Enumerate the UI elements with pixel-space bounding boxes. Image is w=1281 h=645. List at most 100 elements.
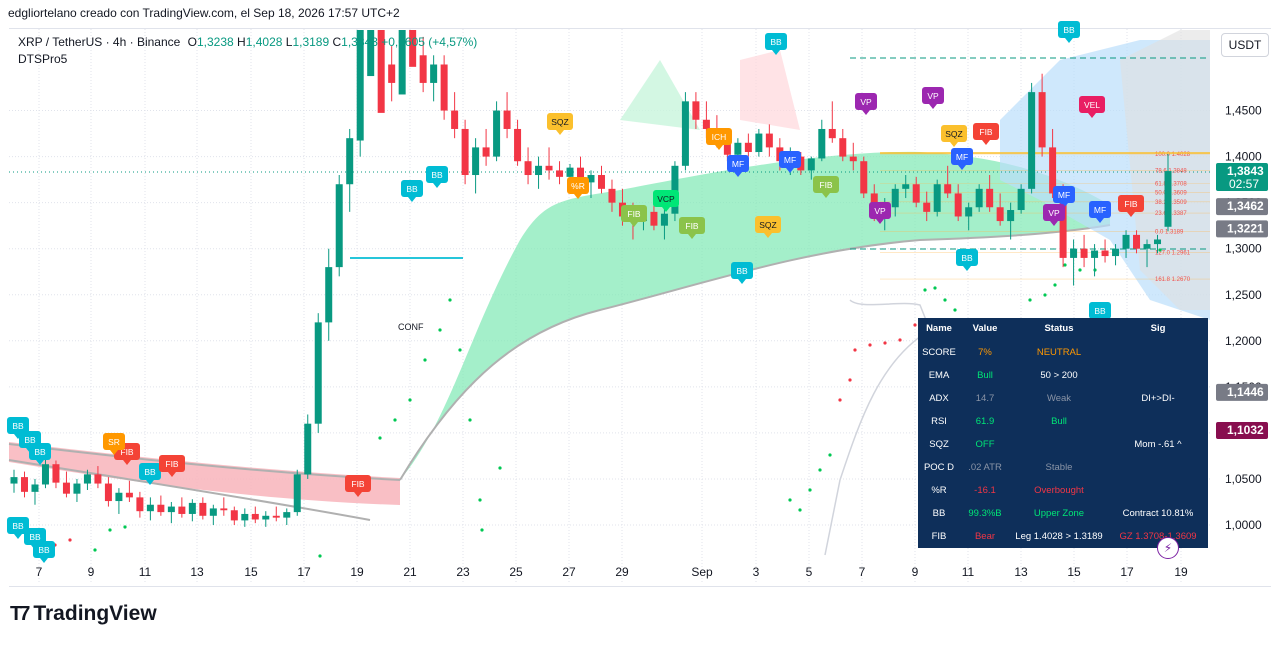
candle-body [178,506,186,514]
signal-marker: FIB [679,217,705,239]
psar-dot [448,298,452,302]
signal-marker: BB [29,443,51,465]
candle-body [965,207,973,217]
signal-marker: FIB [159,455,185,477]
signal-marker-pointer [862,110,870,115]
table-row: RSI 61.9 Bull [918,411,1208,433]
candle-body [996,207,1004,222]
x-tick-label: 29 [615,565,629,579]
psar-dot [883,341,887,345]
psar-dot [1053,283,1057,287]
x-tick-label: 3 [753,565,760,579]
candle-body [1059,193,1067,258]
chart-pane[interactable] [9,28,1271,587]
signal-marker: VCP [653,190,679,212]
signal-marker-box [941,125,967,142]
low-label: L [285,35,293,49]
candle-body [251,513,259,520]
x-tick-label: 13 [190,565,204,579]
candle-body [535,165,543,176]
psar-dot [838,398,842,402]
psar-dot [953,308,957,312]
candle-body [933,184,941,212]
price-label-text: 1,1446 [1227,385,1264,399]
currency-button[interactable]: USDT [1221,33,1269,57]
candle-body [409,30,417,67]
table-cell-value: 99.3%B [968,508,1002,519]
signal-marker-box [345,475,371,492]
conf-annotation: CONF [398,322,424,332]
signal-marker-label: FIB [685,221,699,231]
signal-marker-box [922,87,944,104]
psar-dot [828,453,832,457]
candle-body [986,188,994,208]
lightning-icon[interactable]: ⚡ [1157,537,1179,559]
table-row: %R -16.1 Overbought [918,480,1208,502]
signal-marker-pointer [1127,212,1135,217]
price-label-text: 1,3462 [1227,199,1264,213]
psar-dot [423,358,427,362]
signal-marker-box [779,151,801,168]
signal-marker: BB [139,463,161,485]
signal-marker-pointer [738,279,746,284]
candle-body [597,175,605,189]
psar-dot [478,498,482,502]
x-tick-label: 15 [1067,565,1081,579]
signal-marker: BB [731,262,753,284]
signal-marker: BB [426,166,448,188]
signal-marker-pointer [958,165,966,170]
indicator-name[interactable]: DTSPro5 [18,52,68,66]
signal-marker-pointer [662,207,670,212]
table-cell-status: Bull [1051,416,1067,427]
x-tick-label: 17 [297,565,311,579]
indicator-dashboard-table: Name Value Status Sig SCORE 7% NEUTRAL EMA B… [918,318,1208,548]
band-edge-top [8,443,401,481]
table-cell-status [1010,434,1108,456]
signal-marker-box [1089,201,1111,218]
candlesticks: CONF [10,30,1172,527]
price-label-countdown: 02:57 [1229,177,1259,191]
x-tick-label: 25 [509,565,523,579]
signal-marker-pointer [929,104,937,109]
table-cell-value: -16.1 [974,485,996,496]
candle-body [660,213,668,226]
high-label: H [237,35,246,49]
candle-body [461,128,469,176]
table-cell-name: SCORE [922,347,956,358]
candle-body [367,30,375,77]
signal-marker-box [1079,96,1105,113]
signal-marker-label: BB [406,184,418,194]
candle-body [744,142,752,152]
x-tick-label: 9 [88,565,95,579]
candle-body [755,133,763,152]
signal-marker-box [621,205,647,222]
signal-marker: VP [869,202,891,224]
table-header-value: Value [972,323,998,334]
candle-body [220,508,228,511]
signal-marker-pointer [950,142,958,147]
psar-dot [853,348,857,352]
tradingview-logo[interactable]: T7 TradingView [10,602,157,626]
signal-marker-box [653,190,679,207]
x-tick-label: Sep [691,565,713,579]
resistance-band [9,442,400,505]
price-label-text: 1,1032 [1227,423,1264,437]
table-cell-value: 7% [978,347,992,358]
brand-name: TradingView [33,602,157,625]
y-tick-label: 1,4000 [1225,150,1262,164]
signal-marker-pointer [876,219,884,224]
signal-marker-pointer [982,140,990,145]
change-value: +0,0605 (+4,57%) [381,35,478,49]
signal-marker: FIB [345,475,371,497]
candle-body [1154,239,1162,245]
signal-marker-label: BB [961,253,973,263]
symbol-legend[interactable]: XRP / TetherUS · 4h · Binance O1,3238 H1… [18,35,477,49]
table-cell-name: EMA [928,370,950,381]
signal-marker-box [24,528,46,545]
candle-body [765,133,773,148]
signal-marker-pointer [146,480,154,485]
signal-marker-label: BB [12,521,24,531]
candle-body [503,110,511,129]
